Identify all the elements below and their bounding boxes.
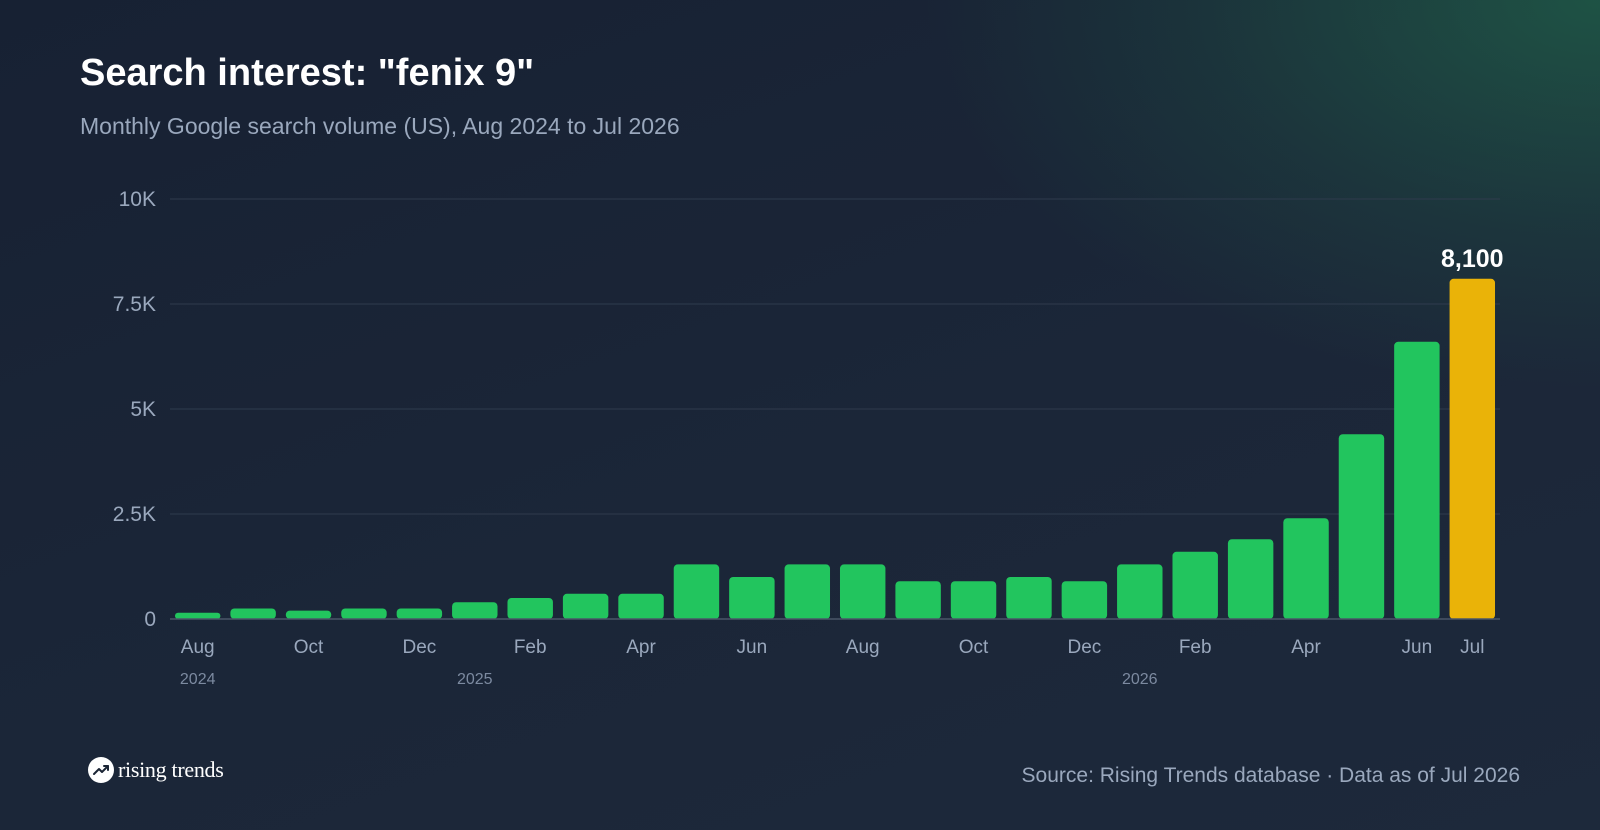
bar xyxy=(230,608,276,619)
bar xyxy=(396,608,443,619)
x-tick-label: Oct xyxy=(959,637,989,658)
bar xyxy=(341,608,387,619)
bar xyxy=(618,593,664,619)
y-tick-label: 0 xyxy=(144,608,156,631)
value-label: 8,100 xyxy=(1441,245,1504,273)
x-tick-label: Jul xyxy=(1460,637,1484,658)
y-tick-label: 5K xyxy=(130,398,156,421)
bar xyxy=(174,612,221,619)
x-tick-label: Jun xyxy=(1402,637,1433,658)
x-tick-label: Dec xyxy=(402,637,436,658)
x-axis-ticks: Aug Oct Dec Feb Apr Jun Aug Oct Dec Feb Apr Jun Jul 2… xyxy=(180,637,1485,688)
bar xyxy=(562,593,609,619)
source-note: Source: Rising Trends database · Data as… xyxy=(1021,764,1520,787)
bar xyxy=(839,564,886,619)
x-tick-label: Aug xyxy=(846,637,880,658)
x-tick-label: Feb xyxy=(1179,637,1212,658)
x-tick-label: Dec xyxy=(1067,637,1101,658)
bar xyxy=(1006,577,1052,619)
chart-title: Search interest: "fenix 9" xyxy=(80,52,535,94)
x-tick-label: Apr xyxy=(1291,637,1321,658)
x-tick-label: Aug xyxy=(181,637,215,658)
x-tick-label: Jun xyxy=(737,637,768,658)
bar xyxy=(673,564,720,619)
gridlines xyxy=(170,198,1500,515)
x-tick-label: Oct xyxy=(294,637,324,658)
x-tick-label: Apr xyxy=(626,637,656,658)
y-tick-label: 2.5K xyxy=(113,503,156,526)
trending-up-icon xyxy=(88,757,114,783)
x-year-label: 2024 xyxy=(180,671,216,688)
chart-subtitle: Monthly Google search volume (US), Aug 2… xyxy=(80,113,680,139)
bar xyxy=(507,598,553,619)
bar xyxy=(1338,434,1385,619)
y-tick-label: 10K xyxy=(119,188,156,211)
value-labels: 8,100 xyxy=(1441,245,1504,273)
y-tick-label: 7.5K xyxy=(113,293,156,316)
bar xyxy=(1117,564,1163,619)
bar xyxy=(1394,341,1440,619)
bar xyxy=(950,581,997,619)
bar xyxy=(784,564,831,619)
x-year-label: 2025 xyxy=(457,671,493,688)
brand-name: rising trends xyxy=(118,757,224,782)
bars xyxy=(174,278,1496,619)
bar xyxy=(1283,518,1329,619)
bar xyxy=(729,577,775,619)
bar xyxy=(452,602,498,619)
bar xyxy=(285,610,332,619)
bar xyxy=(1172,551,1218,619)
bar-highlight xyxy=(1449,278,1496,619)
bar xyxy=(1061,581,1108,619)
y-axis-ticks: 0 2.5K 5K 7.5K 10K xyxy=(113,188,156,631)
bar xyxy=(1227,539,1274,619)
bar xyxy=(895,581,941,619)
x-tick-label: Feb xyxy=(514,637,547,658)
x-year-label: 2026 xyxy=(1122,671,1158,688)
brand-logo: rising trends xyxy=(88,756,224,784)
